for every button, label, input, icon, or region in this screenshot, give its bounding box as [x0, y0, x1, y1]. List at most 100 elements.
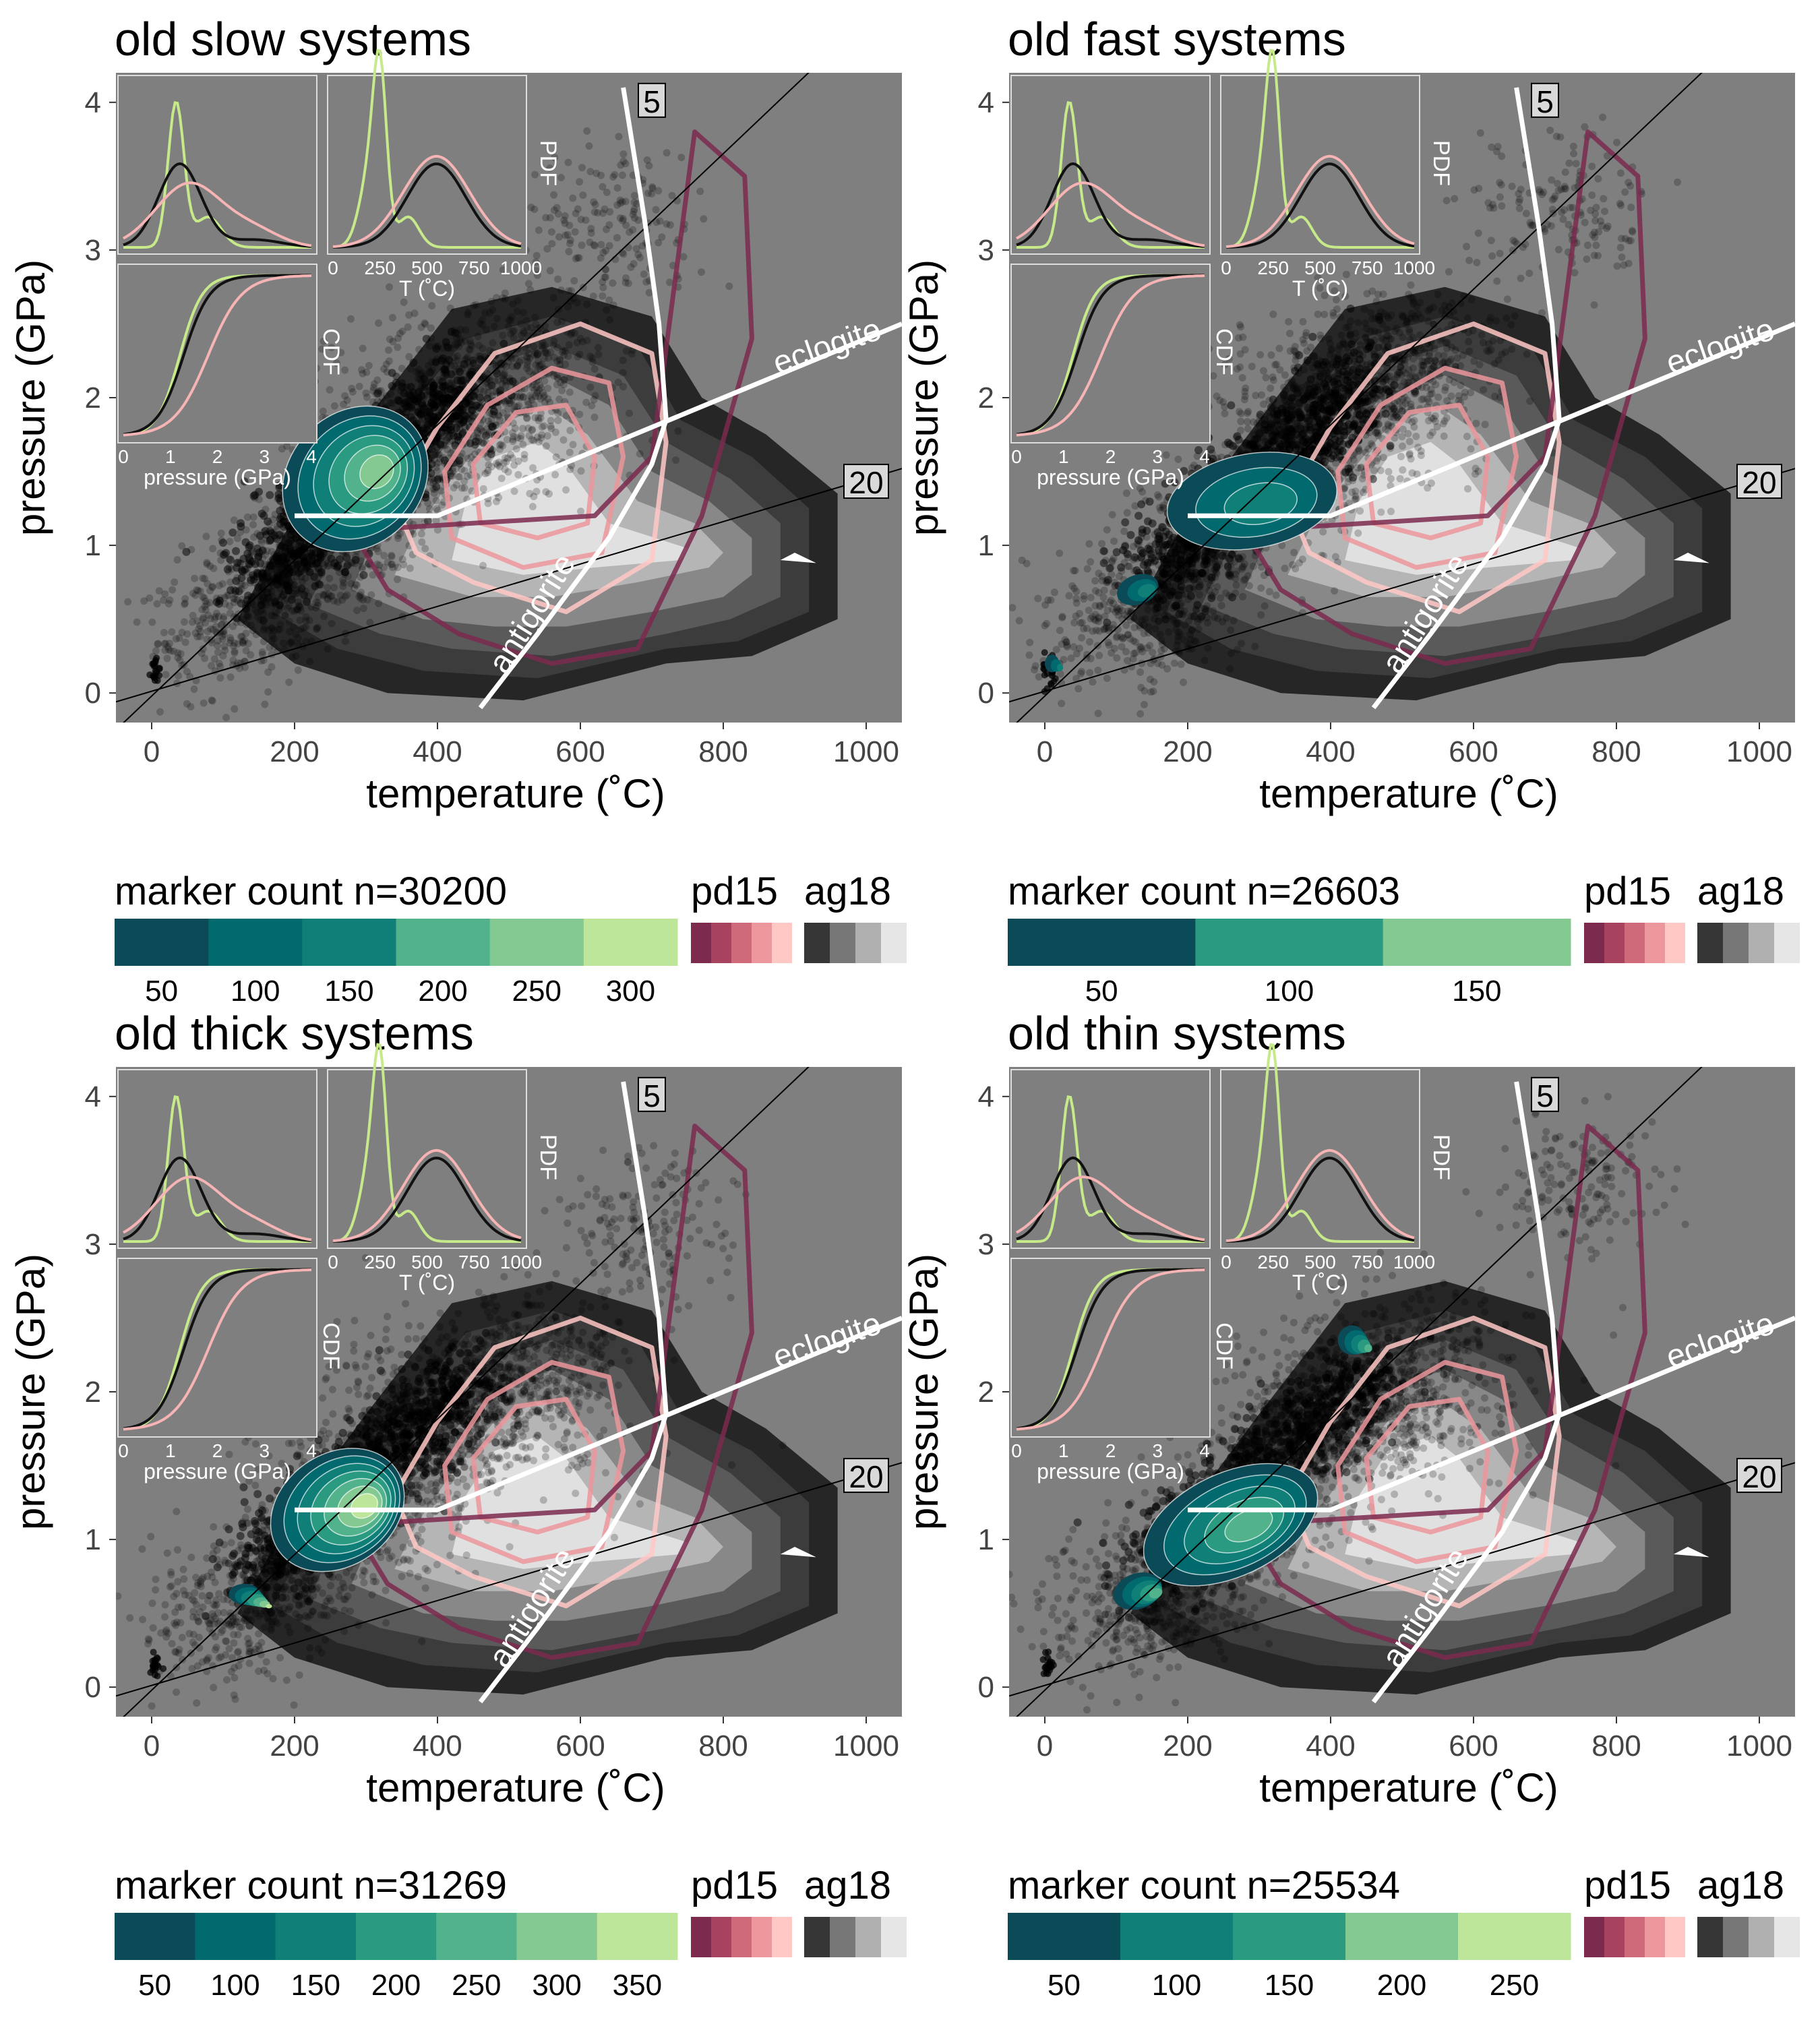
pd15-swatch [1625, 1917, 1645, 1957]
legend-tick-label: 300 [532, 1969, 581, 2002]
ag18-peak [780, 1547, 816, 1558]
pd15-contour-3 [471, 1397, 597, 1535]
marker-density-level [1057, 663, 1064, 671]
pdf-pressure-pink [123, 1175, 312, 1242]
plot-area [1009, 1067, 1795, 1717]
ag18-swatch [855, 923, 881, 963]
eclogite-line [1188, 321, 1795, 518]
marker-density-level [1364, 1344, 1372, 1353]
pdf-pressure-green [123, 101, 311, 249]
legend-swatch [516, 1913, 598, 1960]
legend-title: marker count n=31269 [115, 1864, 507, 1907]
cdf-tick-label: 0 [1011, 1440, 1022, 1461]
legend-tick-label: 150 [291, 1969, 340, 2002]
gradient-20-label: 20 [843, 1458, 889, 1494]
legend-tick-label: 100 [210, 1969, 260, 2002]
pdf-pressure-black [1016, 1156, 1205, 1242]
pdf-tick-label: 250 [364, 257, 396, 278]
legend: marker count n=30200 50 100 150 200 250 300 pd1… [115, 869, 907, 1008]
cdf-tick-label: 1 [165, 446, 176, 467]
legend-swatch [1008, 1913, 1121, 1960]
cdf-tick-label: 0 [118, 1440, 129, 1461]
cdf-xlabel: pressure (GPa) [1037, 465, 1184, 489]
pdf-tick-label: 250 [364, 1252, 396, 1273]
cdf-tick-label: 1 [165, 1440, 176, 1461]
cdf-xlabel: pressure (GPa) [1037, 1459, 1184, 1483]
x-tick-label: 600 [555, 735, 605, 768]
marker-density-level [266, 1604, 272, 1609]
pd15-contour-4 [1242, 1124, 1647, 1660]
pdf-temperature-pink [1225, 154, 1415, 248]
legend-tick-label: 300 [606, 975, 655, 1008]
pdf-temperature-inset [1220, 1043, 1420, 1249]
pd15-swatch [1665, 1917, 1685, 1957]
pdf-tick-label: 750 [458, 1252, 490, 1273]
pd15-swatch [752, 923, 772, 963]
legend-swatch [396, 919, 491, 966]
legend-tick-label: 200 [371, 1969, 421, 2002]
y-tick-label: 3 [85, 234, 101, 267]
pdf-tick-label: 0 [1221, 257, 1232, 278]
pdf-temperature-green [1225, 49, 1414, 249]
ag18-contour-6 [1345, 441, 1581, 575]
y-tick-label: 2 [85, 381, 101, 415]
marker-density-level [1137, 584, 1156, 598]
ag18-legend-title: ag18 [1697, 869, 1784, 913]
cdf-tick-label: 3 [1152, 446, 1163, 467]
x-tick-label: 200 [270, 1729, 319, 1763]
ag18-legend-title: ag18 [804, 1864, 891, 1907]
plot-area [116, 1067, 902, 1717]
y-tick-label: 3 [978, 234, 994, 267]
y-tick-label: 2 [85, 1376, 101, 1409]
cdf-label: CDF [1211, 328, 1237, 375]
legend-swatch [275, 1913, 357, 1960]
legend-swatch [195, 1913, 276, 1960]
legend-tick-label: 200 [418, 975, 467, 1008]
pdf-temperature-black [1225, 162, 1415, 249]
pdf-pressure-pink [123, 181, 312, 247]
pd15-swatch [1645, 923, 1665, 963]
cdf-tick-label: 0 [1011, 446, 1022, 467]
pdf-pressure-inset [1010, 1069, 1211, 1249]
x-tick-label: 600 [555, 1729, 605, 1763]
legend-tick-label: 250 [512, 975, 562, 1008]
pdf-label: PDF [1428, 140, 1454, 186]
legend: marker count n=31269 50 100 150 200 250 300 350… [115, 1864, 907, 2002]
pdf-temperature-inset [327, 1043, 527, 1249]
ag18-swatch [1749, 1917, 1774, 1957]
pd15-contour-2 [442, 1359, 626, 1564]
y-axis-label: pressure (GPa) [901, 259, 946, 536]
marker-density-level [359, 454, 394, 489]
cdf-tick-label: 0 [118, 446, 129, 467]
ag18-swatch [1774, 1917, 1800, 1957]
pdf-pressure-black [123, 1156, 312, 1242]
pd15-contour-3 [471, 402, 597, 541]
cdf-pressure-inset [117, 264, 317, 443]
pd15-swatch [772, 923, 792, 963]
y-tick-label: 0 [978, 677, 994, 710]
legend-swatch [355, 1913, 437, 1960]
y-tick-label: 4 [85, 1080, 101, 1113]
y-tick-label: 1 [978, 529, 994, 562]
cdf-xlabel: pressure (GPa) [144, 465, 291, 489]
x-axis-label: temperature (˚C) [1259, 771, 1558, 816]
legend-tick-label: 150 [324, 975, 373, 1008]
legend-tick-label: 50 [1085, 975, 1118, 1008]
gradient-5-line [1016, 73, 1703, 723]
y-tick-label: 0 [85, 1671, 101, 1704]
cdf-tick-label: 3 [259, 446, 270, 467]
pd15-swatch [731, 1917, 752, 1957]
legend-tick-label: 250 [452, 1969, 501, 2002]
x-tick-label: 400 [413, 735, 462, 768]
pd15-legend-title: pd15 [691, 1864, 778, 1907]
pdf-temperature-inset [1220, 49, 1420, 255]
gradient-5-label: 5 [1531, 1076, 1559, 1113]
legend-tick-label: 50 [1048, 1969, 1081, 2002]
y-tick-label: 2 [978, 1376, 994, 1409]
pd15-contour-3 [1364, 1397, 1490, 1535]
gradient-5-line [123, 1067, 810, 1717]
gradient-20-label-text: 20 [849, 1459, 883, 1494]
y-tick-label: 0 [85, 677, 101, 710]
pdf-tick-label: 1000 [1393, 257, 1435, 278]
